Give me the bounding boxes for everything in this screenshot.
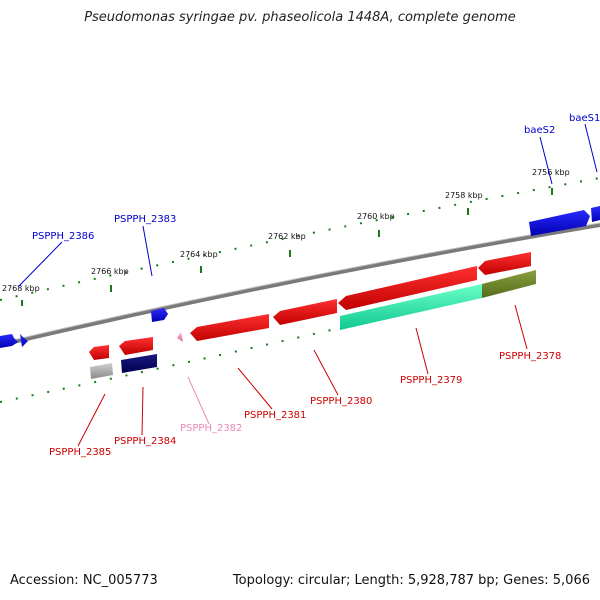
gene-forward-arrow[interactable] xyxy=(0,334,18,348)
gene-pspph-2378-box[interactable] xyxy=(482,270,536,298)
gene-label-pspph-2382: PSPPH_2382 xyxy=(180,423,242,434)
tick-label: 2760 kbp xyxy=(357,212,395,221)
tick-label: 2756 kbp xyxy=(532,168,570,177)
gene-pspph-2384-box[interactable] xyxy=(121,354,157,373)
gene-label-pspph-2386: PSPPH_2386 xyxy=(32,231,94,242)
gene-label-pspph-2380: PSPPH_2380 xyxy=(310,396,372,407)
gene-forward-arrow[interactable] xyxy=(20,334,28,347)
gene-pspph-2380-arrow[interactable] xyxy=(273,299,337,325)
gene-pspph-2384-arrow[interactable] xyxy=(119,337,153,355)
gene-baes2-arrow[interactable] xyxy=(529,210,590,236)
gene-label-pspph-2379: PSPPH_2379 xyxy=(400,375,462,386)
tick-label: 2766 kbp xyxy=(91,267,129,276)
gene-pspph-2378-arrow[interactable] xyxy=(478,252,531,275)
gene-pspph-2383-arrow[interactable] xyxy=(151,308,168,322)
tick-label: 2764 kbp xyxy=(180,250,218,259)
gene-pspph-2381-arrow[interactable] xyxy=(190,314,269,341)
gene-label-baes2: baeS2 xyxy=(524,125,555,136)
gene-label-pspph-2381: PSPPH_2381 xyxy=(244,410,306,421)
tick-label: 2758 kbp xyxy=(445,191,483,200)
gene-label-pspph-2384: PSPPH_2384 xyxy=(114,436,176,447)
gene-label-pspph-2378: PSPPH_2378 xyxy=(499,351,561,362)
gene-pspph-2382-arrow[interactable] xyxy=(177,332,183,342)
tick-label: 2768 kbp xyxy=(2,284,40,293)
major-ticks xyxy=(21,188,553,306)
gene-label-pspph-2383: PSPPH_2383 xyxy=(114,214,176,225)
tick-label: 2762 kbp xyxy=(268,232,306,241)
gene-label-baes1: baeS1 xyxy=(569,113,600,124)
genome-backbone xyxy=(0,223,600,347)
accession-text: Accession: NC_005773 xyxy=(10,573,158,588)
map-title: Pseudomonas syringae pv. phaseolicola 14… xyxy=(84,10,516,25)
gene-label-pspph-2385: PSPPH_2385 xyxy=(49,447,111,458)
gene-baes1-arrow[interactable] xyxy=(591,206,600,222)
label-leader-lines xyxy=(17,123,598,447)
gene-pspph-2379-box[interactable] xyxy=(340,284,482,330)
gene-pspph-2379-arrow[interactable] xyxy=(338,266,477,310)
gene-pspph-2385-arrow[interactable] xyxy=(89,345,109,360)
genome-summary-text: Topology: circular; Length: 5,928,787 bp… xyxy=(232,573,590,588)
gene-pspph-2385-box[interactable] xyxy=(90,363,113,379)
genome-backbone-highlight xyxy=(0,222,600,344)
